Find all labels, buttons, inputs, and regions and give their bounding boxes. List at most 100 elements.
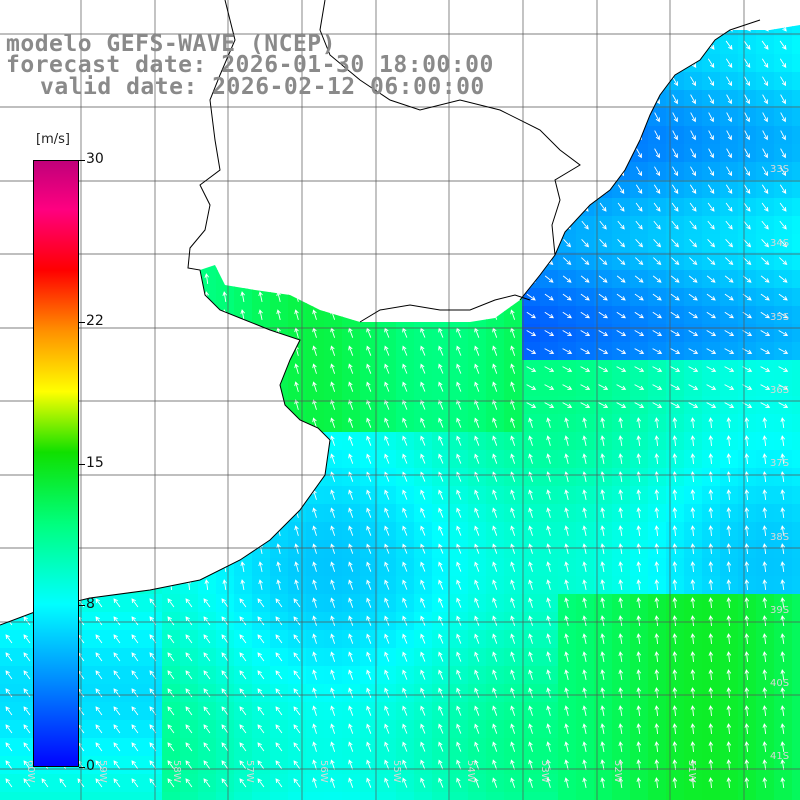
speed-cell — [162, 216, 181, 235]
wind-arrow — [546, 5, 553, 12]
wind-arrow — [402, 543, 408, 554]
wind-arrow — [97, 4, 101, 14]
speed-cell — [0, 576, 19, 595]
speed-cell — [288, 450, 307, 469]
wind-arrow — [563, 184, 571, 194]
wind-arrow — [438, 507, 444, 518]
wind-arrow — [780, 130, 786, 141]
wind-arrow — [294, 309, 299, 320]
colorbar-tick-mark — [79, 463, 85, 465]
wind-arrow — [258, 489, 263, 500]
speed-cell — [108, 234, 127, 253]
wind-arrow — [616, 384, 627, 390]
speed-cell — [0, 288, 19, 307]
wind-arrow — [132, 273, 138, 285]
speed-cell — [144, 180, 163, 199]
speed-cell — [0, 342, 19, 361]
wind-arrow — [330, 237, 336, 248]
wind-arrow — [204, 327, 210, 339]
wind-arrow — [456, 165, 462, 176]
wind-arrow — [258, 165, 263, 176]
speed-cell — [684, 0, 703, 19]
wind-arrow — [384, 417, 390, 428]
speed-cell — [738, 792, 757, 800]
wind-arrow — [150, 201, 156, 213]
wind-arrow — [240, 129, 245, 140]
wind-arrow — [492, 759, 498, 770]
wind-arrow — [312, 651, 317, 662]
speed-cell — [450, 162, 469, 181]
speed-cell — [378, 216, 397, 235]
wind-arrow — [707, 184, 715, 194]
wind-arrow — [708, 435, 714, 447]
wind-arrow — [366, 345, 372, 356]
speed-cell — [234, 324, 253, 343]
wind-arrow — [780, 705, 786, 717]
wind-arrow — [600, 130, 606, 141]
speed-cell — [792, 252, 800, 271]
speed-cell — [234, 792, 253, 800]
speed-cell — [648, 0, 667, 19]
wind-arrow — [708, 705, 714, 717]
speed-cell — [792, 522, 800, 541]
wind-arrow — [546, 561, 551, 572]
wind-arrow — [420, 363, 426, 374]
speed-cell — [108, 486, 127, 505]
speed-cell — [270, 270, 289, 289]
wind-arrow — [724, 293, 734, 301]
wind-arrow — [779, 184, 787, 194]
wind-arrow — [366, 39, 372, 50]
speed-cell — [144, 396, 163, 415]
speed-cell — [792, 360, 800, 379]
wind-arrow — [510, 25, 516, 32]
wind-arrow — [420, 543, 426, 554]
wind-arrow — [259, 4, 263, 14]
speed-cell — [126, 162, 145, 181]
wind-arrow — [276, 579, 281, 590]
wind-arrow — [59, 778, 67, 788]
wind-arrow — [744, 615, 750, 627]
wind-arrow — [438, 741, 444, 752]
wind-arrow — [384, 615, 390, 626]
wind-arrow — [114, 183, 120, 195]
wind-arrow — [456, 579, 462, 590]
wind-arrow — [672, 777, 678, 789]
wind-arrow — [456, 381, 462, 392]
wind-arrow — [420, 201, 426, 212]
wind-arrow — [760, 402, 771, 408]
wind-arrow — [762, 489, 768, 501]
wind-arrow — [131, 688, 139, 698]
wind-arrow — [582, 561, 587, 572]
wind-arrow — [402, 579, 408, 590]
speed-cell — [234, 342, 253, 361]
coastline — [0, 0, 761, 626]
wind-arrow — [510, 453, 516, 464]
wind-arrow — [330, 651, 336, 662]
speed-cell — [0, 126, 19, 145]
wind-arrow — [690, 705, 696, 717]
wind-arrow — [654, 687, 660, 699]
speed-cell — [198, 504, 217, 523]
wind-arrow — [275, 670, 283, 680]
wind-arrow — [402, 525, 408, 536]
speed-cell — [216, 432, 235, 451]
wind-arrow — [24, 111, 29, 122]
wind-arrow — [600, 777, 605, 788]
speed-cell — [0, 90, 19, 109]
wind-arrow — [330, 363, 336, 374]
wind-arrow — [276, 489, 281, 500]
wind-arrow — [546, 148, 552, 159]
speed-cell — [198, 234, 217, 253]
wind-arrow — [168, 309, 174, 321]
wind-arrow — [780, 579, 786, 591]
wind-arrow — [384, 183, 390, 194]
wind-arrow — [600, 417, 605, 428]
wind-arrow — [205, 4, 209, 14]
wind-arrow — [744, 507, 750, 519]
wind-arrow — [636, 112, 642, 123]
wind-arrow — [168, 543, 174, 555]
speed-cell — [792, 414, 800, 433]
wind-arrow — [203, 616, 211, 626]
wind-arrow — [185, 598, 193, 608]
speed-cell — [288, 468, 307, 487]
